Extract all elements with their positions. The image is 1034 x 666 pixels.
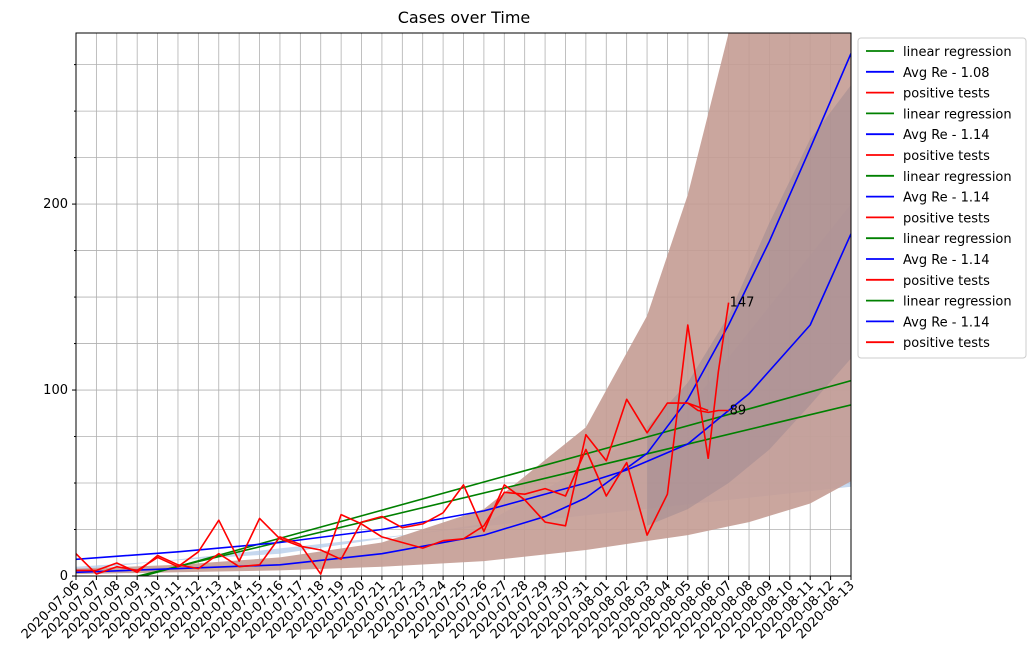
confidence-band [647, 85, 851, 526]
series-line-linear-regression [134, 404, 851, 576]
plot-area [76, 33, 851, 576]
legend-label: Avg Re - 1.14 [903, 315, 990, 330]
annotation-label: 89 [730, 403, 747, 418]
legend-label: Avg Re - 1.14 [903, 253, 990, 268]
legend-label: positive tests [903, 336, 990, 351]
legend-label: positive tests [903, 87, 990, 102]
series-line-positive-tests [76, 398, 709, 575]
chart-title: Cases over Time [398, 8, 531, 27]
y-tick-label: 0 [60, 569, 68, 584]
legend-label: linear regression [903, 45, 1012, 60]
legend-label: positive tests [903, 149, 990, 164]
series-line-positive-tests [687, 402, 729, 414]
legend-label: linear regression [903, 232, 1012, 247]
legend-box [857, 37, 1027, 359]
legend-label: Avg Re - 1.14 [903, 128, 990, 143]
legend-label: positive tests [903, 274, 990, 289]
annotation-label: 147 [730, 296, 755, 311]
legend-label: positive tests [903, 211, 990, 226]
legend-label: linear regression [903, 295, 1012, 310]
y-tick-label: 200 [43, 197, 68, 212]
y-tick-label: 100 [43, 383, 68, 398]
legend-label: linear regression [903, 107, 1012, 122]
legend-label: Avg Re - 1.08 [903, 66, 990, 81]
series-line-positive-tests [76, 324, 709, 575]
series-line-avg-re---1.14 [76, 53, 851, 574]
legend-label: Avg Re - 1.14 [903, 191, 990, 206]
series-line-positive-tests [707, 302, 730, 459]
legend-label: linear regression [903, 170, 1012, 185]
